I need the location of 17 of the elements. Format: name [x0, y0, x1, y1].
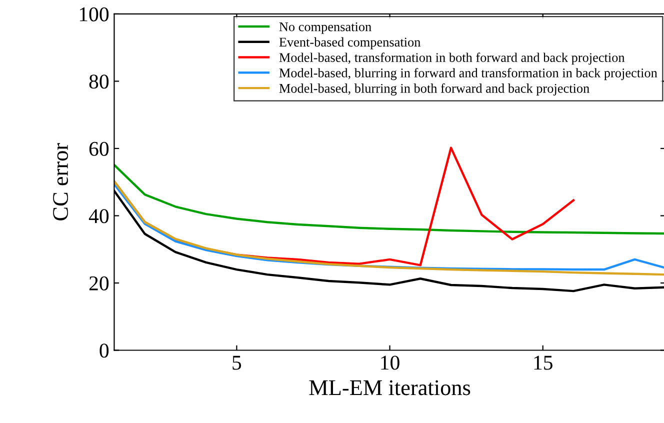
y-tick-label: 80 — [89, 74, 109, 89]
legend-label: Event-based compensation — [279, 37, 421, 50]
x-tick-label: 15 — [534, 356, 552, 370]
x-tick-label: 5 — [232, 356, 242, 370]
legend-label: Model-based, transformation in both forward and back projection — [279, 52, 625, 65]
x-axis-title: ML-EM iterations — [309, 380, 470, 396]
legend-label: No compensation — [279, 22, 372, 34]
y-tick-label: 0 — [100, 344, 109, 358]
y-tick-label: 40 — [88, 209, 109, 224]
x-tick-label: 10 — [381, 356, 400, 370]
y-axis-title: CC error — [53, 143, 68, 220]
y-tick-label: 20 — [89, 276, 109, 290]
legend-label: Model-based, blurring in forward and transformation in back projection — [279, 68, 658, 80]
y-tick-label: 100 — [80, 7, 109, 22]
y-tick-label: 60 — [89, 142, 109, 156]
legend-label: Model-based, blurring in both forward and back projection — [279, 83, 590, 96]
line-series — [114, 164, 664, 235]
